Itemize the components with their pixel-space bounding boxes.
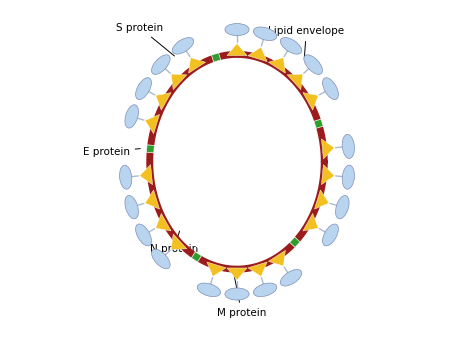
Text: N protein: N protein <box>150 211 198 254</box>
Ellipse shape <box>198 118 209 128</box>
Ellipse shape <box>119 165 132 189</box>
Ellipse shape <box>157 63 317 261</box>
Ellipse shape <box>242 145 250 157</box>
Polygon shape <box>146 145 155 153</box>
Ellipse shape <box>229 156 242 164</box>
Ellipse shape <box>267 155 275 168</box>
Ellipse shape <box>184 129 193 141</box>
Ellipse shape <box>280 37 301 54</box>
Ellipse shape <box>234 138 246 147</box>
Polygon shape <box>211 53 221 62</box>
Ellipse shape <box>342 134 355 158</box>
Ellipse shape <box>136 224 152 246</box>
Polygon shape <box>207 262 226 276</box>
Ellipse shape <box>304 55 322 74</box>
Ellipse shape <box>205 159 214 172</box>
Ellipse shape <box>125 105 138 128</box>
Polygon shape <box>171 234 187 249</box>
Ellipse shape <box>269 142 277 155</box>
Ellipse shape <box>246 175 258 184</box>
Polygon shape <box>227 268 247 280</box>
Ellipse shape <box>239 141 250 152</box>
Ellipse shape <box>225 24 249 36</box>
Polygon shape <box>191 252 201 262</box>
Ellipse shape <box>136 78 152 99</box>
Ellipse shape <box>241 149 249 162</box>
Polygon shape <box>248 47 267 62</box>
Ellipse shape <box>116 14 358 309</box>
Ellipse shape <box>178 162 186 176</box>
Ellipse shape <box>251 120 263 129</box>
Ellipse shape <box>322 78 338 99</box>
Polygon shape <box>314 190 329 209</box>
Ellipse shape <box>234 114 247 122</box>
Ellipse shape <box>219 135 231 144</box>
Ellipse shape <box>264 129 273 141</box>
Polygon shape <box>155 213 171 231</box>
Ellipse shape <box>215 114 228 121</box>
Ellipse shape <box>173 37 194 54</box>
Ellipse shape <box>204 150 211 163</box>
Polygon shape <box>290 237 300 247</box>
Ellipse shape <box>125 195 138 219</box>
Ellipse shape <box>233 155 245 165</box>
Text: S protein: S protein <box>116 23 174 56</box>
Ellipse shape <box>227 136 240 144</box>
Ellipse shape <box>225 288 249 300</box>
Polygon shape <box>145 190 160 209</box>
Polygon shape <box>314 119 323 128</box>
Polygon shape <box>321 164 335 185</box>
Ellipse shape <box>232 178 245 186</box>
Text: E protein: E protein <box>82 147 140 157</box>
Polygon shape <box>155 93 171 110</box>
Ellipse shape <box>336 195 349 219</box>
Text: M protein: M protein <box>217 275 266 318</box>
Text: Lipid envelope: Lipid envelope <box>268 26 345 58</box>
Ellipse shape <box>238 152 247 165</box>
Ellipse shape <box>210 169 221 179</box>
Polygon shape <box>189 58 206 73</box>
Ellipse shape <box>259 166 268 178</box>
Polygon shape <box>303 213 319 231</box>
Ellipse shape <box>342 165 355 189</box>
Ellipse shape <box>152 249 170 269</box>
Ellipse shape <box>254 283 277 297</box>
Ellipse shape <box>212 137 222 148</box>
Ellipse shape <box>177 144 185 158</box>
Polygon shape <box>303 93 319 110</box>
Ellipse shape <box>152 55 170 74</box>
Ellipse shape <box>219 176 232 184</box>
Polygon shape <box>171 74 187 90</box>
Ellipse shape <box>207 142 215 155</box>
Ellipse shape <box>197 283 220 297</box>
Polygon shape <box>268 58 285 73</box>
Polygon shape <box>227 43 247 56</box>
Ellipse shape <box>322 224 338 246</box>
Polygon shape <box>248 262 267 276</box>
Polygon shape <box>145 115 160 134</box>
Ellipse shape <box>153 59 321 265</box>
Ellipse shape <box>254 27 277 40</box>
Polygon shape <box>287 74 303 90</box>
Polygon shape <box>321 139 335 159</box>
Polygon shape <box>139 164 153 185</box>
Polygon shape <box>268 250 285 266</box>
Ellipse shape <box>280 270 301 286</box>
